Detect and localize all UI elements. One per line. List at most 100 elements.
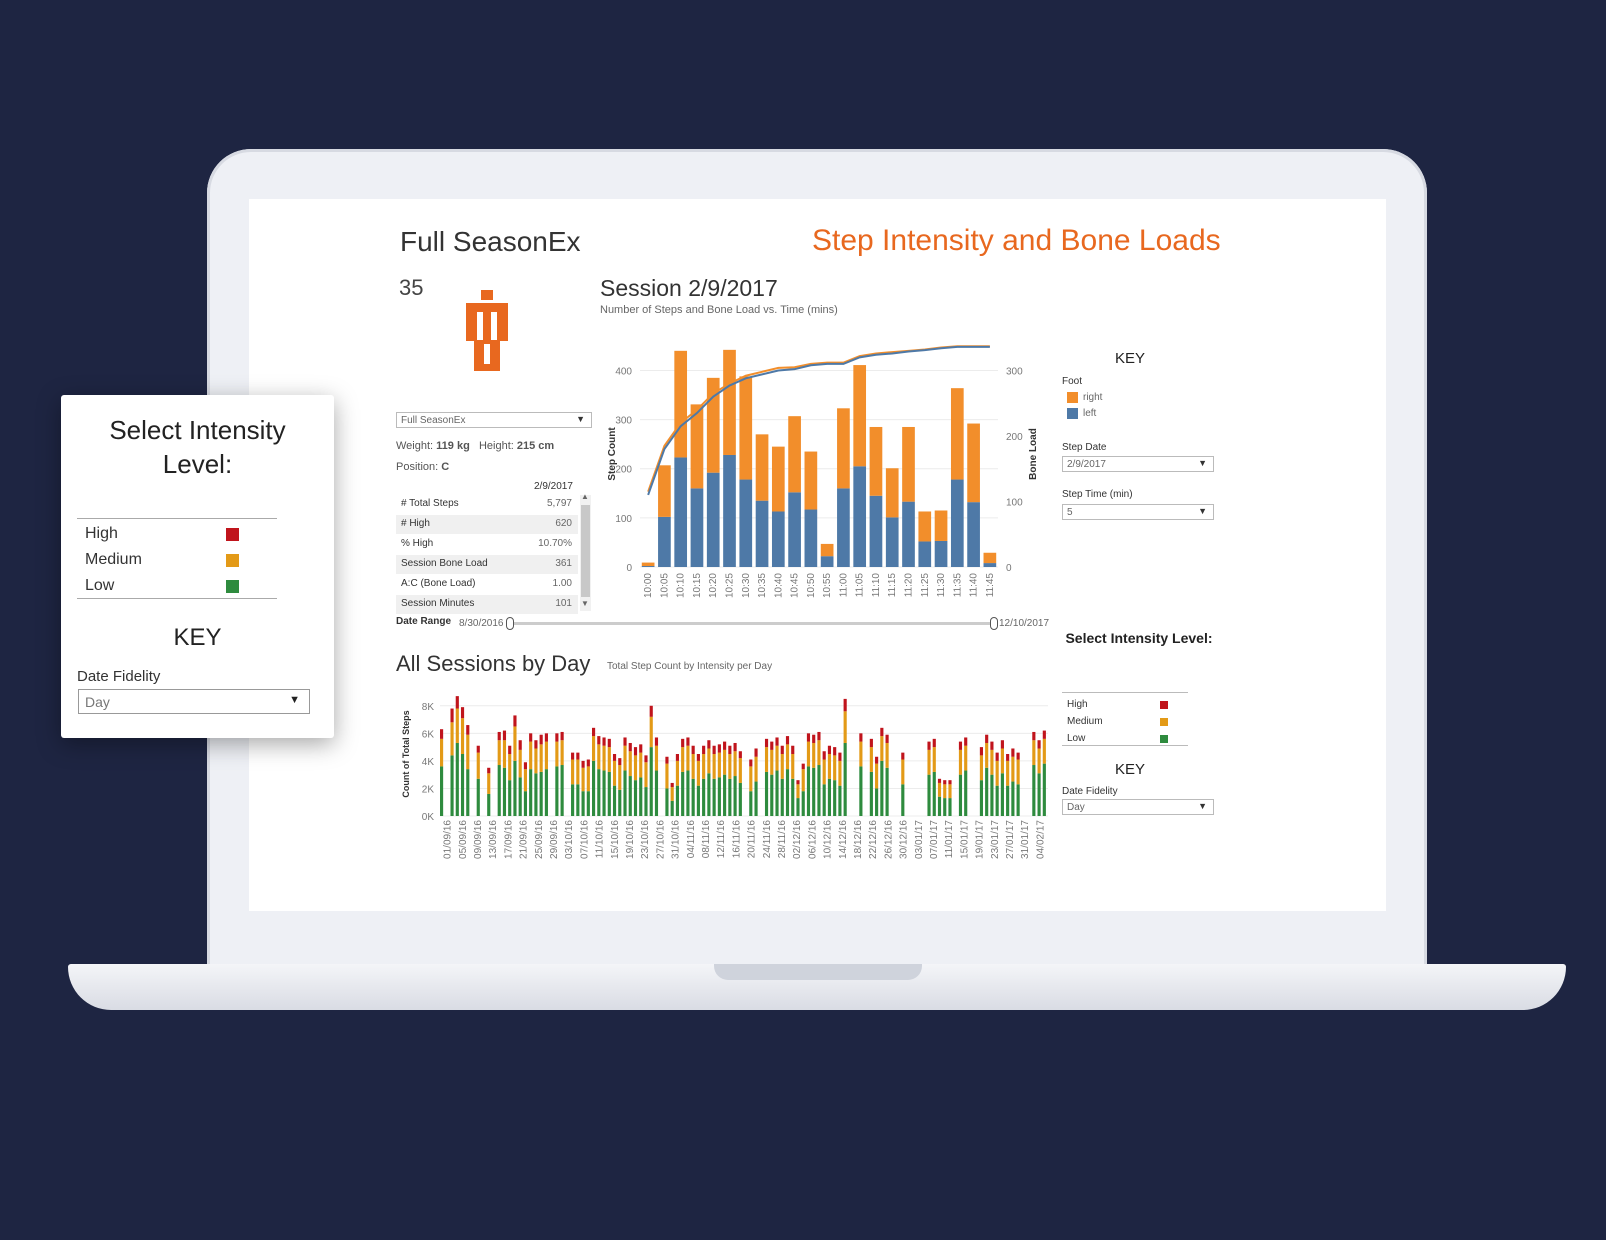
bar-low [576, 784, 580, 816]
scroll-up-icon[interactable]: ▲ [581, 492, 589, 501]
bar-medium [738, 758, 742, 783]
x-tick-label: 10:45 [790, 573, 801, 598]
bar-medium [859, 741, 863, 767]
x-tick-label: 18/12/16 [853, 820, 864, 859]
bar-low [618, 789, 622, 816]
bar-medium [801, 769, 805, 792]
left-swatch[interactable] [1067, 408, 1078, 419]
bar-high [497, 731, 501, 741]
x-tick-label: 11:00 [838, 573, 849, 598]
stats-row: # Total Steps 5,797 [396, 495, 578, 514]
bar-low [901, 784, 905, 816]
chevron-down-icon: ▼ [1198, 506, 1207, 516]
intensity-level-medium[interactable]: Medium [61, 547, 334, 573]
bar-right [755, 434, 769, 501]
bar-high [670, 782, 674, 788]
date-range-end-handle[interactable] [990, 617, 998, 630]
session-chart-title: Session 2/9/2017 [600, 275, 778, 301]
intensity-level-low[interactable]: Low [1062, 730, 1188, 747]
bar-medium [827, 754, 832, 779]
date-fidelity-select[interactable]: Day ▼ [1062, 799, 1214, 815]
bar-low [985, 767, 989, 816]
intensity-swatch [1160, 700, 1168, 709]
chevron-down-icon: ▼ [289, 694, 300, 706]
bar-high [943, 780, 947, 785]
step-date-select[interactable]: 2/9/2017 ▼ [1062, 456, 1214, 472]
bar-low [686, 770, 690, 816]
step-time-select[interactable]: 5 ▼ [1062, 504, 1214, 520]
bar-medium [592, 736, 596, 761]
bar-medium [764, 747, 769, 772]
player-number: 35 [399, 275, 424, 300]
bar-low [592, 760, 596, 816]
date-range-start-handle[interactable] [506, 617, 514, 630]
chevron-down-icon: ▼ [1198, 801, 1207, 811]
bar-low [796, 798, 800, 816]
bar-low [534, 773, 538, 816]
bar-low [806, 766, 811, 816]
bar-medium [691, 754, 695, 779]
bar-high [801, 763, 805, 770]
bar-low [1037, 773, 1041, 816]
y2-tick-label: 300 [1006, 366, 1023, 377]
right-label[interactable]: right [1083, 392, 1103, 403]
bar-medium [948, 784, 952, 799]
bar-high [460, 707, 465, 719]
intensity-level-medium[interactable]: Medium [1062, 713, 1188, 730]
bar-low [476, 778, 480, 816]
divider [1062, 692, 1188, 693]
popup-date-fidelity-select[interactable]: Day ▼ [78, 689, 310, 714]
bar-low [780, 778, 784, 816]
scrollbar-thumb[interactable] [581, 505, 590, 597]
bar-low [508, 780, 512, 816]
x-tick-label: 26/12/16 [883, 820, 894, 859]
intensity-level-high[interactable]: High [1062, 696, 1188, 713]
bar-high [508, 745, 512, 754]
bar-low [555, 766, 559, 816]
bar-high [717, 744, 721, 753]
bar-low [770, 774, 774, 816]
bar-low [712, 778, 716, 816]
date-range-track[interactable] [508, 622, 993, 625]
bar-medium [791, 754, 795, 779]
right-swatch[interactable] [1067, 392, 1078, 403]
chevron-down-icon: ▼ [1198, 458, 1207, 468]
bar-medium [576, 759, 580, 785]
intensity-level-low[interactable]: Low [61, 573, 334, 599]
bar-high [723, 741, 727, 750]
popup-key-title: KEY [173, 624, 222, 651]
bar-high [455, 696, 459, 709]
position-value: C [441, 461, 450, 473]
step-time-value: 5 [1067, 507, 1073, 518]
bar-high [995, 752, 999, 761]
stats-scrollbar[interactable]: ▲ ▼ [580, 492, 591, 611]
intensity-level-high[interactable]: High [61, 521, 334, 547]
bar-low [571, 784, 575, 816]
bar-medium [455, 708, 459, 743]
x-tick-label: 19/01/17 [975, 820, 986, 859]
bar-medium [675, 760, 680, 786]
bar-low [880, 760, 884, 816]
bar-high [612, 754, 617, 761]
player-select[interactable]: Full SeasonEx ▼ [396, 412, 592, 428]
bar-right [658, 465, 671, 517]
chevron-down-icon: ▼ [576, 414, 585, 424]
bar-high [529, 733, 533, 742]
bar-high [466, 725, 470, 735]
bar-medium [723, 749, 727, 775]
date-range-label: Date Range [396, 616, 452, 627]
bar-left [885, 517, 899, 567]
bar-high [555, 733, 559, 742]
bar-low [728, 778, 732, 816]
x-tick-label: 28/11/16 [777, 820, 788, 859]
bar-left [869, 495, 883, 567]
bar-high [733, 742, 737, 752]
bar-left [771, 511, 785, 567]
scroll-down-icon[interactable]: ▼ [581, 599, 589, 608]
y-tick-label: 6K [422, 729, 435, 740]
popup-date-fidelity-value: Day [85, 694, 110, 710]
x-tick-label: 12/11/16 [716, 820, 727, 859]
left-label[interactable]: left [1083, 408, 1097, 419]
bar-low [597, 769, 601, 816]
bar-high [937, 778, 942, 783]
